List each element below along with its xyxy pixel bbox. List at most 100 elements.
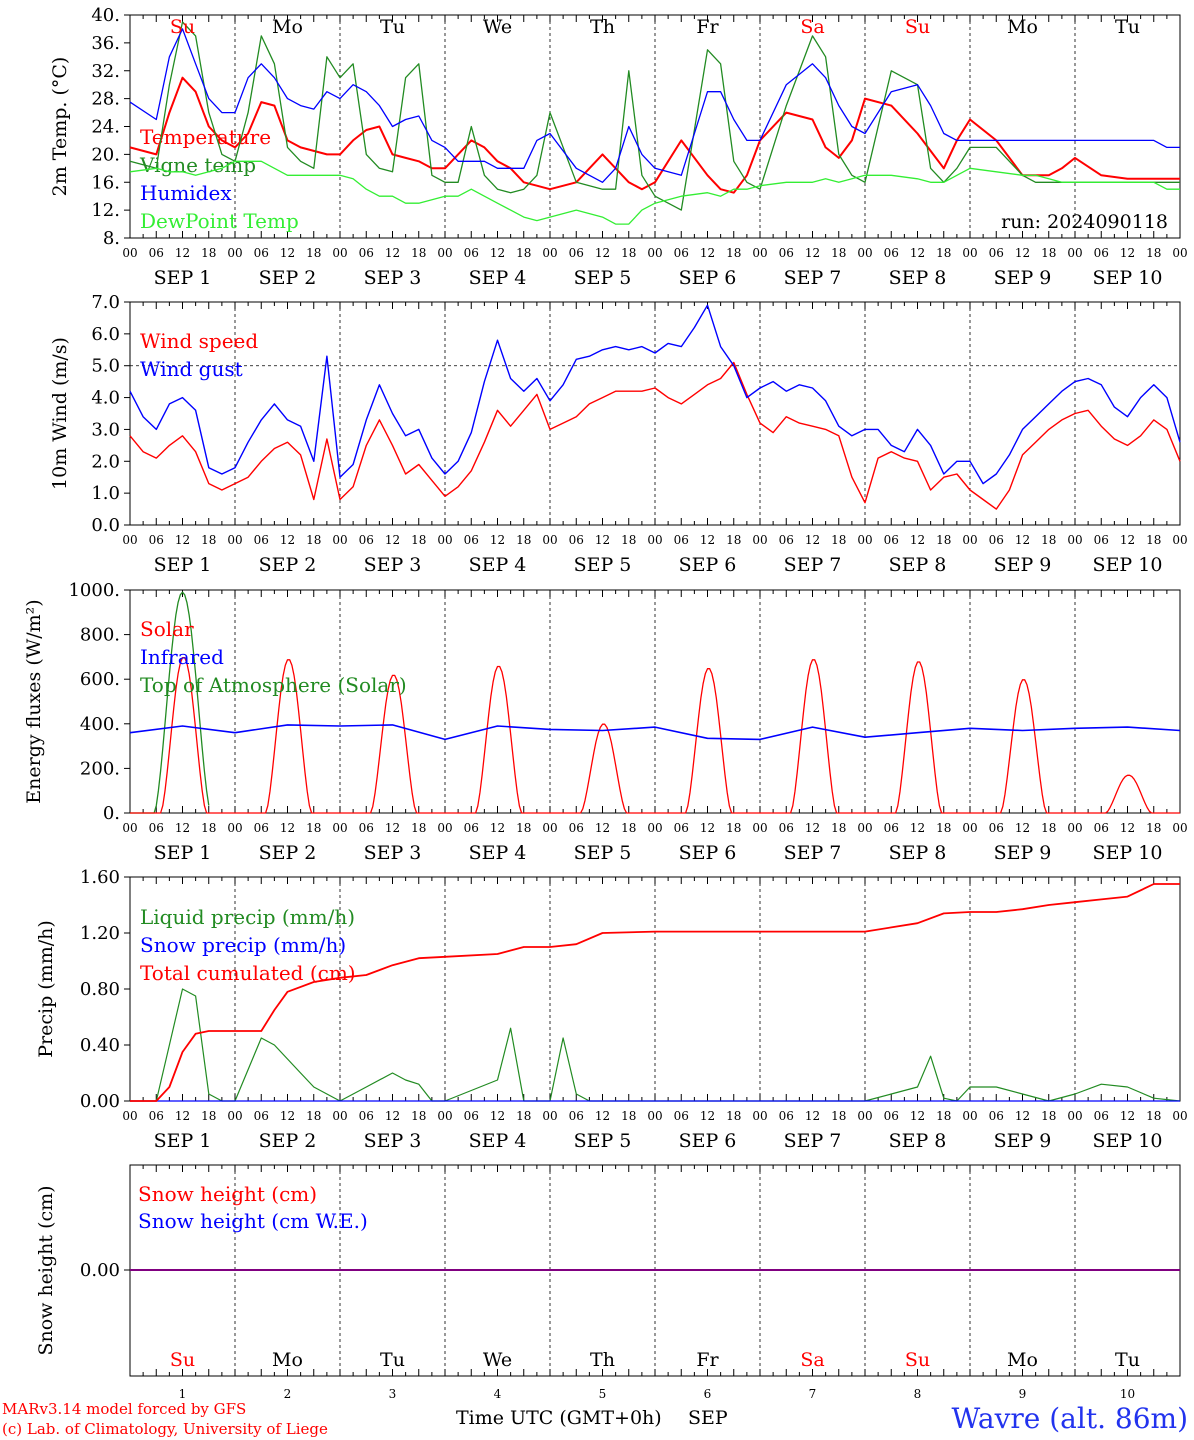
- hour-tick-label: 18: [621, 1109, 636, 1123]
- date-label: SEP 2: [259, 842, 317, 864]
- series-line-dewpoint-temp: [129, 160, 1180, 225]
- hour-tick-label: 00: [962, 246, 977, 260]
- panel-frame: [129, 301, 1181, 526]
- hour-tick-label: 12: [1120, 246, 1135, 260]
- hour-tick-label: 06: [254, 246, 269, 260]
- date-label: SEP 8: [889, 842, 947, 864]
- day-number-label: 10: [1120, 1387, 1135, 1401]
- hour-tick-label: 00: [227, 821, 242, 835]
- hour-tick-label: 00: [227, 1109, 242, 1123]
- hour-tick-label: 18: [936, 246, 951, 260]
- hour-tick-label: 12: [385, 246, 400, 260]
- date-label: SEP 6: [679, 267, 737, 289]
- hour-tick-label: 06: [569, 246, 584, 260]
- panel-1: 00 06 12 18 SEP 1 00 06 12 18 SEP 2 00 06 12 18 SEP 3 0…: [122, 14, 1188, 289]
- hour-tick-label: 06: [989, 533, 1004, 547]
- legend-entry: Infrared: [140, 645, 224, 669]
- hour-tick-label: 00: [332, 821, 347, 835]
- hour-tick-label: 12: [595, 1109, 610, 1123]
- hour-tick-label: 12: [1120, 533, 1135, 547]
- hour-tick-label: 18: [411, 533, 426, 547]
- date-label: SEP 7: [784, 1130, 842, 1152]
- y-tick-label: 2.0: [91, 451, 120, 472]
- day-number-label: 6: [704, 1387, 712, 1401]
- snow-panel: 0.00 Snow height (cm) Snow height (cm) Snow…: [35, 1182, 1180, 1401]
- hour-tick-label: 06: [359, 533, 374, 547]
- hour-tick-label: 06: [779, 533, 794, 547]
- hour-tick-label: 06: [1094, 246, 1109, 260]
- date-label: SEP 7: [784, 842, 842, 864]
- hour-tick-label: 18: [831, 533, 846, 547]
- y-tick-label: 0.00: [80, 1260, 120, 1281]
- date-label: SEP 5: [574, 554, 632, 576]
- panel-3: 00 06 12 18 SEP 1 00 06 12 18 SEP 2 00 06 12 18 SEP 3 0…: [122, 589, 1188, 864]
- y-tick-label: 5.0: [91, 356, 120, 377]
- hour-tick-label: 00: [647, 1109, 662, 1123]
- hour-tick-label: 06: [254, 533, 269, 547]
- hour-tick-label: 06: [569, 821, 584, 835]
- y-tick-label: 200.: [80, 758, 120, 779]
- weekday-label: We: [483, 1349, 512, 1371]
- hour-tick-label: 06: [149, 533, 164, 547]
- y-axis-title: 2m Temp. (°C): [49, 57, 71, 197]
- weekday-label: Th: [590, 16, 615, 38]
- hour-tick-label: 12: [805, 821, 820, 835]
- hour-tick-label: 12: [805, 1109, 820, 1123]
- legend-entry: Wind speed: [140, 329, 258, 353]
- hour-tick-label: 06: [149, 1109, 164, 1123]
- day-number-label: 5: [599, 1387, 607, 1401]
- y-tick-label: 1.60: [80, 867, 120, 888]
- series-line-wind-gust: [129, 304, 1181, 485]
- weekday-label: Fr: [696, 16, 719, 38]
- day-number-label: 1: [179, 1387, 187, 1401]
- hour-tick-label: 06: [359, 246, 374, 260]
- hour-tick-label: 12: [700, 821, 715, 835]
- y-axis-title: Snow height (cm): [35, 1185, 57, 1355]
- y-tick-label: 12.: [91, 200, 120, 221]
- hour-tick-label: 00: [962, 821, 977, 835]
- hour-tick-label: 00: [122, 1109, 137, 1123]
- date-label: SEP 10: [1093, 267, 1163, 289]
- date-label: SEP 6: [679, 842, 737, 864]
- hour-tick-label: 06: [359, 1109, 374, 1123]
- hour-tick-label: 18: [726, 821, 741, 835]
- hour-tick-label: 12: [595, 533, 610, 547]
- weekday-label: Su: [905, 16, 930, 38]
- series-line-wind-speed: [129, 361, 1181, 510]
- hour-tick-label: 12: [1015, 246, 1030, 260]
- hour-tick-label: 12: [385, 1109, 400, 1123]
- hour-tick-label: 00: [1067, 821, 1082, 835]
- y-tick-label: 16.: [91, 172, 120, 193]
- hour-tick-label: 00: [857, 246, 872, 260]
- hour-tick-label: 00: [1172, 821, 1187, 835]
- date-label: SEP 8: [889, 554, 947, 576]
- credit-model: MARv3.14 model forced by GFS: [2, 1400, 246, 1418]
- day-number-label: 2: [284, 1387, 292, 1401]
- hour-tick-label: 12: [1015, 821, 1030, 835]
- hour-tick-label: 12: [700, 1109, 715, 1123]
- hour-tick-label: 12: [490, 246, 505, 260]
- hour-tick-label: 18: [516, 1109, 531, 1123]
- y-tick-label: 36.: [91, 33, 120, 54]
- date-label: SEP 10: [1093, 842, 1163, 864]
- hour-tick-label: 06: [254, 1109, 269, 1123]
- hour-tick-label: 12: [385, 533, 400, 547]
- hour-tick-label: 12: [1120, 821, 1135, 835]
- date-label: SEP 1: [154, 267, 212, 289]
- hour-tick-label: 06: [1094, 1109, 1109, 1123]
- hour-tick-label: 00: [647, 821, 662, 835]
- hour-tick-label: 12: [1120, 1109, 1135, 1123]
- date-label: SEP 4: [469, 842, 527, 864]
- hour-tick-label: 18: [516, 533, 531, 547]
- date-label: SEP 8: [889, 267, 947, 289]
- hour-tick-label: 18: [831, 821, 846, 835]
- hour-tick-label: 06: [989, 821, 1004, 835]
- y-tick-label: 32.: [91, 61, 120, 82]
- date-label: SEP 9: [994, 1130, 1052, 1152]
- hour-tick-label: 00: [437, 1109, 452, 1123]
- panel-frame: [129, 14, 1181, 239]
- y-tick-label: 0.0: [91, 515, 120, 536]
- date-label: SEP 4: [469, 267, 527, 289]
- hour-tick-label: 06: [254, 821, 269, 835]
- panel-2: 00 06 12 18 SEP 1 00 06 12 18 SEP 2 00 06 12 18 SEP 3 0…: [122, 301, 1188, 576]
